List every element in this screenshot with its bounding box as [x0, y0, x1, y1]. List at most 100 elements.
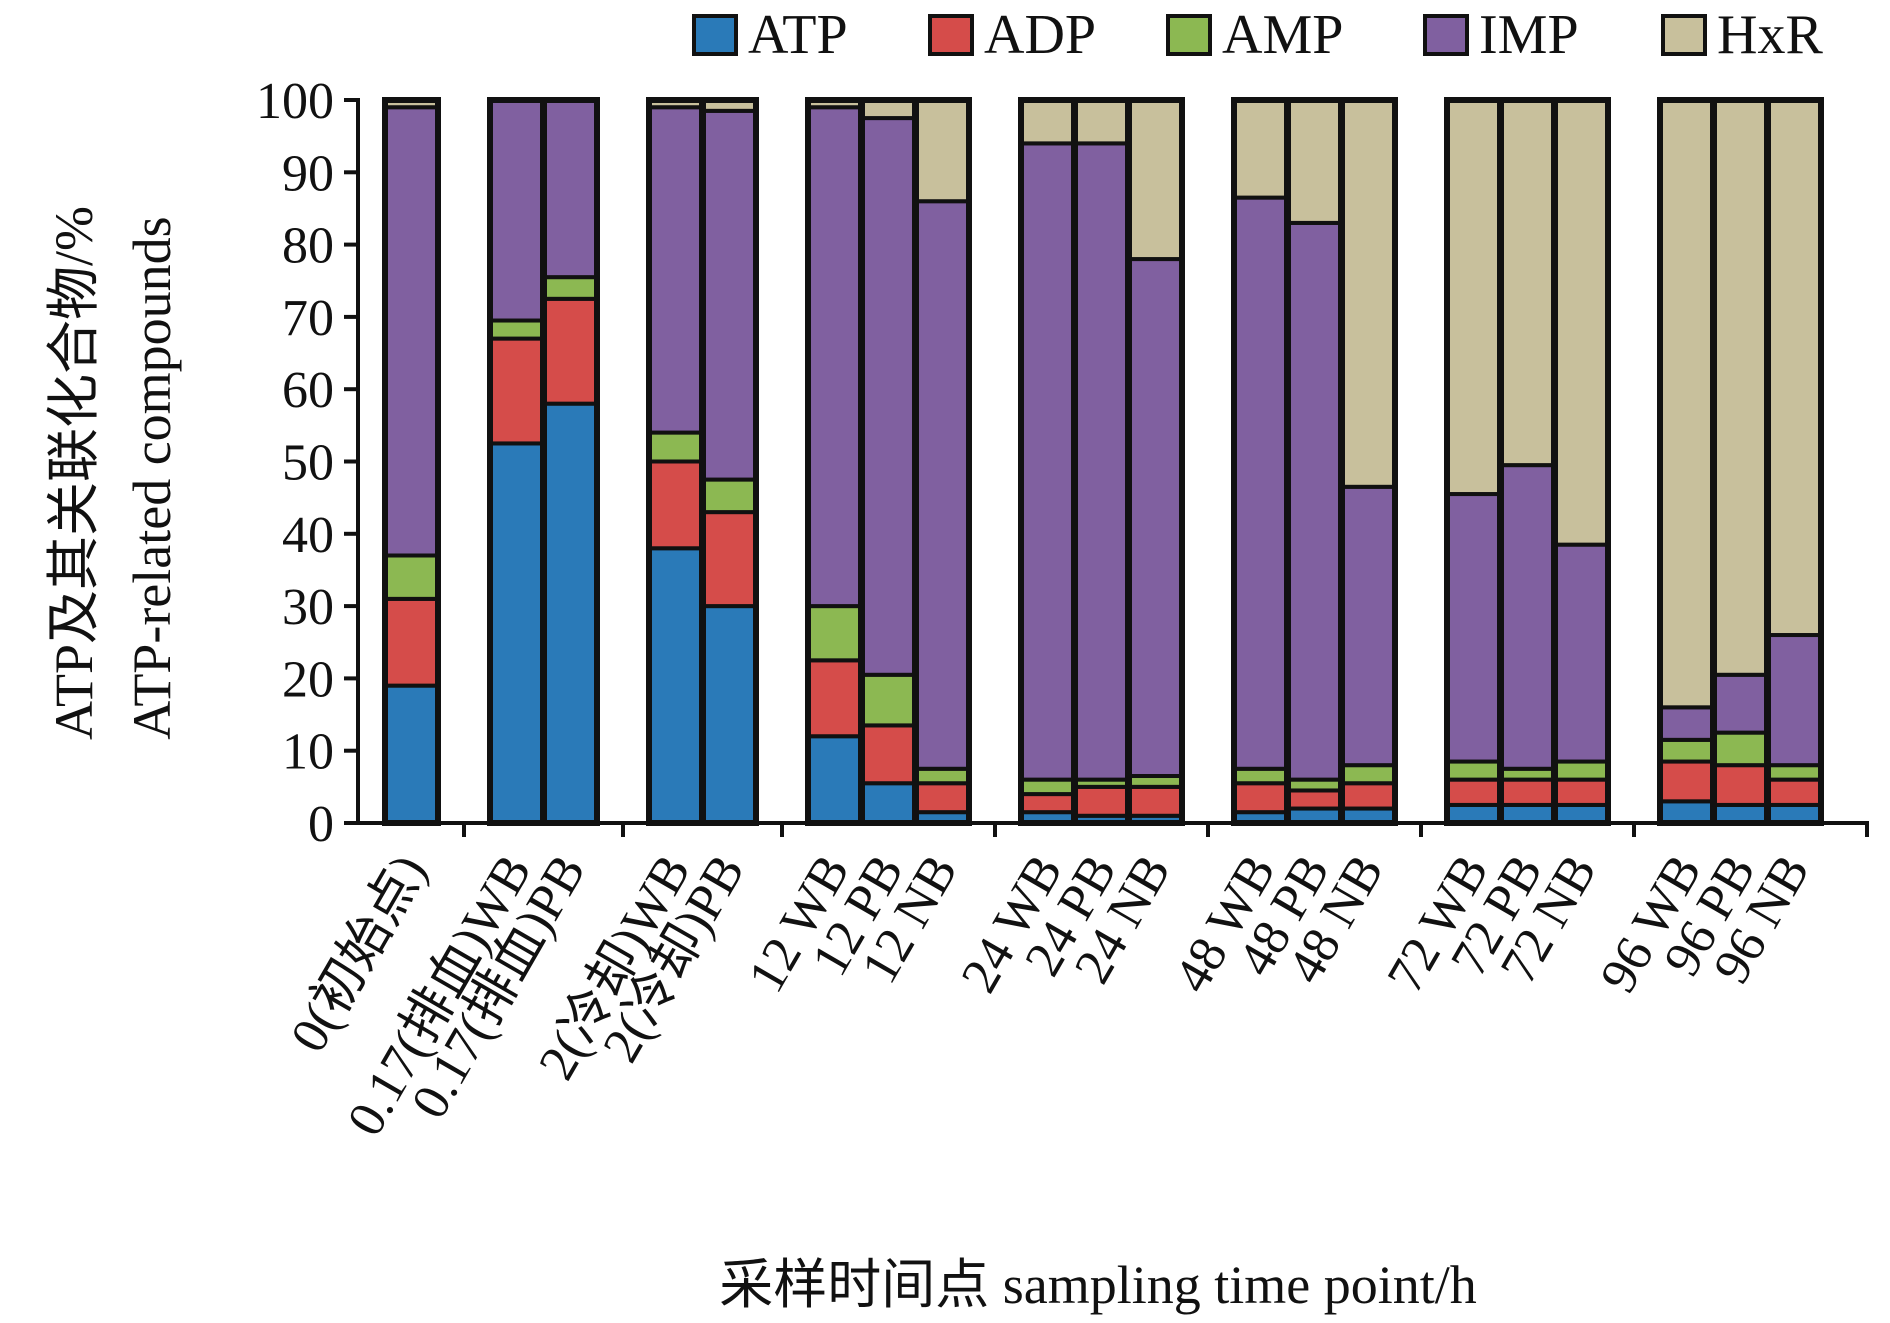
- bar-segment-atp: [860, 781, 917, 825]
- legend-label-adp: ADP: [984, 4, 1096, 66]
- bar-segment-adp: [1073, 784, 1130, 818]
- bar-segment-imp: [701, 108, 758, 482]
- bar-segment-imp: [1766, 633, 1823, 768]
- y-axis-title: ATP及其关联化合物/% ATP-related compounds: [44, 206, 182, 740]
- bar-segment-adp: [1340, 781, 1397, 811]
- bar-segment-amp: [383, 553, 440, 601]
- bar-segment-amp: [1019, 777, 1076, 797]
- bar-segment-adp: [1766, 777, 1823, 807]
- bar-segment-imp: [1499, 463, 1556, 771]
- legend-swatch-adp: [928, 14, 974, 56]
- y-tick-label: 80: [282, 218, 334, 275]
- bar-segment-hxr: [1340, 98, 1397, 489]
- bar-segment-imp: [383, 105, 440, 558]
- bar-segment-amp: [806, 604, 863, 663]
- bar-segment-amp: [1766, 763, 1823, 782]
- bar-segment-hxr: [1553, 98, 1610, 547]
- bar-segment-amp: [914, 766, 971, 786]
- legend-swatch-hxr: [1661, 14, 1707, 56]
- bar-segment-adp: [647, 459, 704, 551]
- y-tick-label: 0: [308, 796, 334, 853]
- plot-area: [382, 97, 1824, 826]
- legend: ATP ADP AMP IMP HxR: [692, 4, 1823, 66]
- bar-segment-imp: [806, 105, 863, 609]
- bar-segment-atp: [542, 401, 599, 825]
- y-axis-title-cn: ATP及其关联化合物/%: [44, 206, 104, 740]
- y-tick-label: 60: [282, 362, 334, 419]
- bar-segment-atp: [383, 683, 440, 825]
- bar-segment-imp: [1553, 542, 1610, 764]
- bar-segment-amp: [1445, 759, 1502, 782]
- bar-segment-imp: [1658, 705, 1715, 742]
- bar-segment-imp: [488, 98, 545, 323]
- y-tick-label: 30: [282, 579, 334, 636]
- bar-segment-hxr: [1712, 98, 1769, 677]
- bar-segment-amp: [1340, 763, 1397, 786]
- bar-segment-imp: [1019, 141, 1076, 782]
- bar-segment-adp: [1232, 781, 1289, 815]
- bar-segment-hxr: [1286, 98, 1343, 225]
- bar-segment-imp: [1073, 141, 1130, 782]
- bar-segment-atp: [701, 604, 758, 825]
- bar-segment-hxr: [1766, 98, 1823, 638]
- bar-segment-imp: [1127, 257, 1184, 779]
- bar-segment-imp: [1232, 195, 1289, 771]
- y-tick-label: 40: [282, 507, 334, 564]
- bar-segment-adp: [1127, 784, 1184, 818]
- bar-segment-adp: [488, 336, 545, 446]
- bar-segment-imp: [1286, 220, 1343, 782]
- bar-segment-adp: [1286, 788, 1343, 811]
- y-tick-label: 50: [282, 435, 334, 492]
- y-axis-title-en: ATP-related compounds: [122, 216, 182, 739]
- bar-segment-imp: [914, 199, 971, 771]
- y-tick-label: 70: [282, 290, 334, 347]
- bar-segment-adp: [1712, 763, 1769, 807]
- x-axis-title: 采样时间点 sampling time point/h: [719, 1255, 1476, 1315]
- bar-segment-hxr: [1658, 98, 1715, 710]
- bar-segment-adp: [1445, 777, 1502, 807]
- bar-segment-hxr: [1019, 98, 1076, 146]
- bar-segment-adp: [1553, 777, 1610, 807]
- bar-segment-imp: [1712, 672, 1769, 735]
- bar-segment-adp: [806, 658, 863, 739]
- bar-segment-hxr: [1499, 98, 1556, 468]
- bar-segment-hxr: [1073, 98, 1130, 146]
- legend-label-atp: ATP: [748, 4, 848, 66]
- bar-segment-hxr: [1232, 98, 1289, 200]
- y-tick-label: 100: [256, 73, 334, 130]
- bar-segment-amp: [542, 275, 599, 301]
- bar-segment-atp: [488, 441, 545, 825]
- bar-segment-adp: [1019, 792, 1076, 815]
- bar-segment-adp: [383, 596, 440, 688]
- bar-segment-hxr: [1445, 98, 1502, 497]
- y-tick-label: 10: [282, 724, 334, 781]
- bar-segment-adp: [1658, 759, 1715, 804]
- bar-segment-adp: [860, 723, 917, 786]
- bar-segment-atp: [1658, 799, 1715, 825]
- bar-segment-imp: [542, 98, 599, 280]
- bar-segment-amp: [1232, 766, 1289, 786]
- bar-segment-amp: [701, 477, 758, 515]
- bar-segment-imp: [1340, 484, 1397, 768]
- legend-label-amp: AMP: [1222, 4, 1343, 66]
- legend-swatch-amp: [1166, 14, 1212, 56]
- y-tick-label: 20: [282, 651, 334, 708]
- bar-segment-adp: [1499, 777, 1556, 807]
- bar-segment-amp: [647, 430, 704, 464]
- bar-segment-adp: [914, 781, 971, 815]
- bar-segment-hxr: [914, 98, 971, 204]
- bar-segment-imp: [647, 105, 704, 435]
- bar-segment-atp: [806, 734, 863, 825]
- legend-swatch-atp: [692, 14, 738, 56]
- legend-label-hxr: HxR: [1717, 4, 1823, 66]
- legend-label-imp: IMP: [1479, 4, 1579, 66]
- bar-segment-adp: [542, 296, 599, 406]
- bar-segment-atp: [647, 546, 704, 825]
- bar-segment-imp: [860, 116, 917, 677]
- bar-segment-hxr: [1127, 98, 1184, 262]
- bar-segment-amp: [1712, 730, 1769, 768]
- bar-segment-adp: [701, 510, 758, 609]
- bar-segment-amp: [488, 318, 545, 341]
- bar-segment-amp: [1553, 759, 1610, 782]
